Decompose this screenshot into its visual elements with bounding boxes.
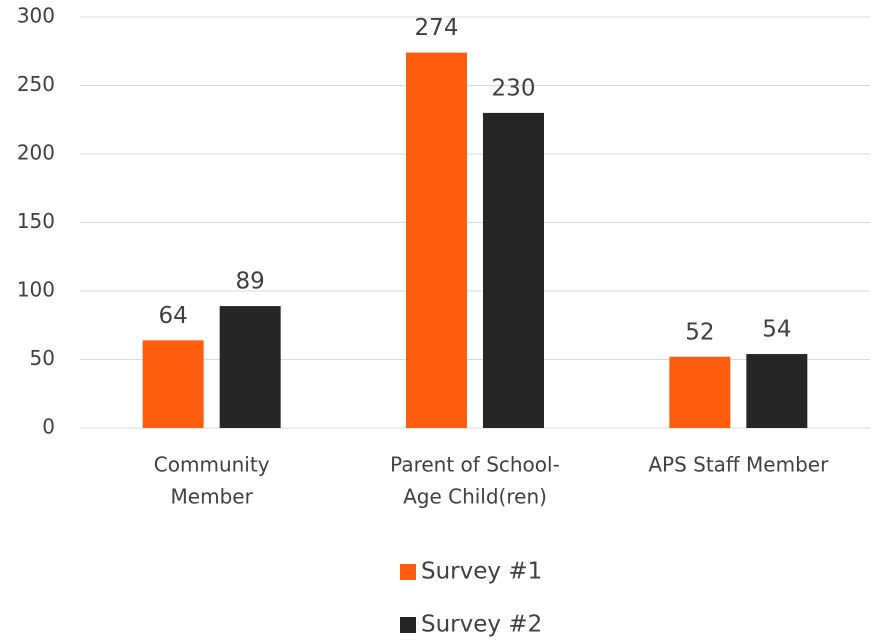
y-tick-label: 200: [17, 141, 55, 165]
y-tick-label: 50: [30, 346, 55, 370]
data-label: 89: [236, 269, 265, 295]
data-label: 52: [685, 319, 714, 345]
bar: [406, 52, 467, 429]
bar: [669, 356, 731, 428]
data-label: 64: [159, 303, 188, 329]
x-tick-label: Community: [154, 453, 270, 477]
y-tick-label: 300: [17, 4, 55, 28]
y-tick-label: 150: [17, 209, 55, 233]
data-label: 274: [415, 15, 459, 41]
bar: [483, 112, 544, 429]
bar: [219, 306, 281, 428]
legend-swatch: [400, 564, 416, 580]
x-tick-label: Age Child(ren): [403, 485, 547, 509]
x-tick-label: Parent of School-: [390, 453, 560, 477]
y-tick-label: 100: [17, 278, 55, 302]
y-tick-label: 250: [17, 72, 55, 96]
legend-label: Survey #1: [421, 559, 542, 585]
data-label: 54: [762, 317, 791, 343]
x-tick-label: APS Staff Member: [648, 453, 829, 477]
legend-label: Survey #2: [421, 612, 542, 638]
bar: [142, 340, 204, 428]
x-tick-label: Member: [171, 485, 254, 509]
legend-swatch: [400, 617, 416, 633]
y-tick-label: 0: [42, 415, 55, 439]
data-label: 230: [492, 75, 536, 101]
bar: [746, 354, 808, 428]
